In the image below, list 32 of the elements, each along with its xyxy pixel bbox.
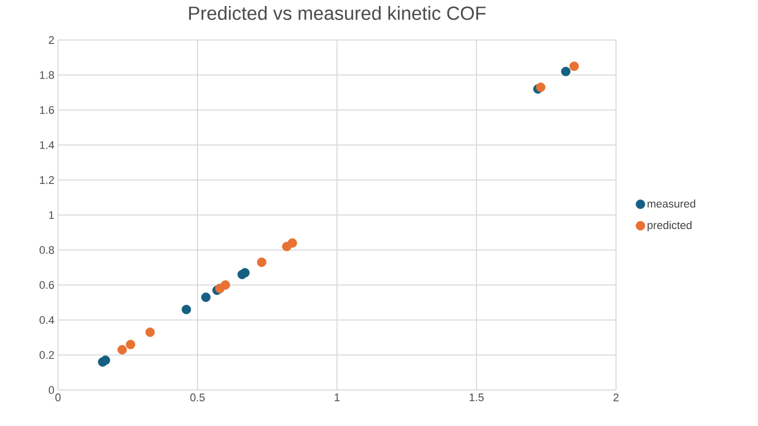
point bbox=[182, 304, 192, 314]
point bbox=[569, 62, 579, 71]
x-tick-label: 0 bbox=[55, 394, 61, 402]
x-tick-label: 1 bbox=[334, 394, 340, 402]
y-tick-label: 0.8 bbox=[40, 246, 54, 254]
x-tick-label: 0.5 bbox=[190, 394, 205, 402]
y-tick-label: 2 bbox=[48, 36, 54, 44]
chart-title: Predicted vs measured kinetic COF bbox=[189, 6, 486, 20]
y-tick-label: 1 bbox=[49, 211, 54, 219]
x-tick-label: 1.5 bbox=[470, 394, 484, 402]
point bbox=[220, 280, 230, 290]
x-tick-label: 2 bbox=[613, 394, 619, 402]
point bbox=[256, 258, 266, 267]
y-tick-label: 1.4 bbox=[40, 141, 54, 149]
point bbox=[145, 328, 155, 337]
point bbox=[561, 66, 570, 76]
y-tick-label: 1.6 bbox=[40, 106, 54, 114]
point bbox=[126, 340, 136, 350]
y-tick-label: 0.2 bbox=[40, 351, 54, 359]
point bbox=[100, 356, 110, 365]
y-tick-label: 0 bbox=[48, 386, 54, 394]
point bbox=[288, 238, 298, 248]
y-tick-label: 1.2 bbox=[40, 176, 54, 184]
point bbox=[117, 345, 127, 354]
y-tick-label: 0.4 bbox=[40, 316, 54, 324]
point bbox=[201, 292, 211, 302]
y-tick-label: 1.8 bbox=[40, 71, 54, 79]
y-tick-label: 0.6 bbox=[40, 281, 54, 289]
point bbox=[536, 82, 546, 92]
legend-label: predicted bbox=[648, 221, 692, 232]
legend-label: measured bbox=[648, 200, 696, 208]
point bbox=[240, 268, 250, 278]
